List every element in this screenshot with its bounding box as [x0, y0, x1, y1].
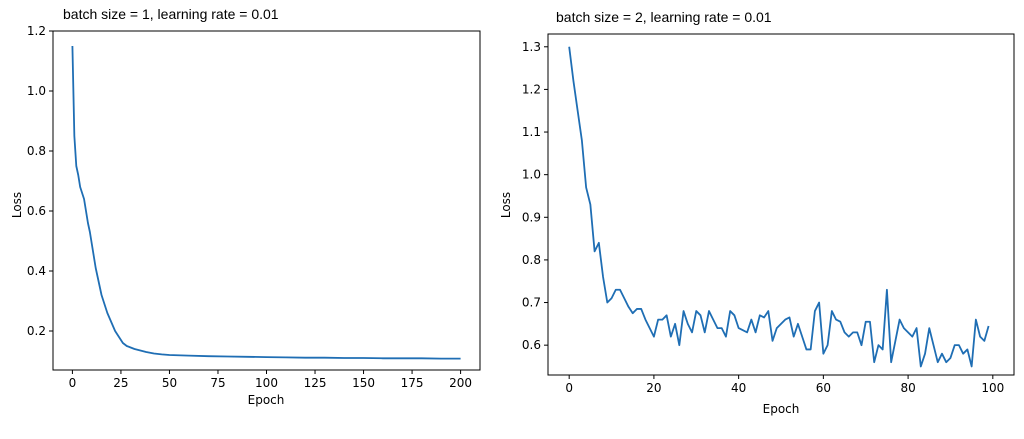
y-tick-label: 1.2	[522, 82, 541, 96]
y-tick-label: 0.8	[27, 144, 46, 158]
x-axis-ticks: 0 20 40 60 80 100	[565, 375, 1004, 395]
y-tick-label: 1.3	[522, 40, 541, 54]
y-tick-label: 0.9	[522, 210, 541, 224]
x-tick-label: 125	[304, 376, 327, 390]
x-tick-label: 80	[900, 381, 915, 395]
y-tick-label: 0.4	[27, 264, 46, 278]
loss-line	[568, 46, 990, 368]
y-axis-ticks: 0.2 0.4 0.6 0.8 1.0 1.2	[27, 24, 53, 338]
chart-title: batch size = 1, learning rate = 0.01	[63, 6, 279, 22]
y-tick-label: 0.6	[522, 338, 541, 352]
x-tick-label: 20	[646, 381, 661, 395]
x-axis-ticks: 0 25 50 75 100 125 150 175 200	[69, 370, 472, 390]
y-tick-label: 1.1	[522, 125, 541, 139]
x-tick-label: 50	[162, 376, 177, 390]
x-tick-label: 40	[731, 381, 746, 395]
x-tick-label: 175	[401, 376, 424, 390]
x-axis-label: Epoch	[763, 402, 800, 416]
plot-area	[547, 33, 1015, 376]
x-tick-label: 60	[816, 381, 831, 395]
x-tick-label: 75	[210, 376, 225, 390]
y-tick-label: 1.0	[27, 84, 46, 98]
x-tick-label: 25	[113, 376, 128, 390]
chart-left: batch size = 1, learning rate = 0.01 0 25…	[10, 6, 481, 407]
y-tick-label: 0.7	[522, 296, 541, 310]
x-tick-label: 150	[352, 376, 375, 390]
y-axis-ticks: 0.6 0.7 0.8 0.9 1.0 1.1 1.2 1.3	[522, 40, 548, 352]
x-axis-label: Epoch	[248, 393, 285, 407]
x-tick-label: 0	[565, 381, 573, 395]
x-tick-label: 0	[69, 376, 77, 390]
chart-right: batch size = 2, learning rate = 0.01 0 20…	[499, 9, 1015, 416]
y-axis-label: Loss	[10, 192, 24, 218]
y-tick-label: 0.2	[27, 324, 46, 338]
y-tick-label: 1.2	[27, 24, 46, 38]
y-tick-label: 1.0	[522, 168, 541, 182]
chart-title: batch size = 2, learning rate = 0.01	[556, 9, 772, 25]
x-tick-label: 200	[449, 376, 472, 390]
y-axis-label: Loss	[499, 192, 513, 218]
x-tick-label: 100	[981, 381, 1004, 395]
y-tick-label: 0.6	[27, 204, 46, 218]
y-tick-label: 0.8	[522, 253, 541, 267]
x-tick-label: 100	[255, 376, 278, 390]
loss-line	[71, 45, 461, 360]
plot-area	[52, 30, 481, 371]
